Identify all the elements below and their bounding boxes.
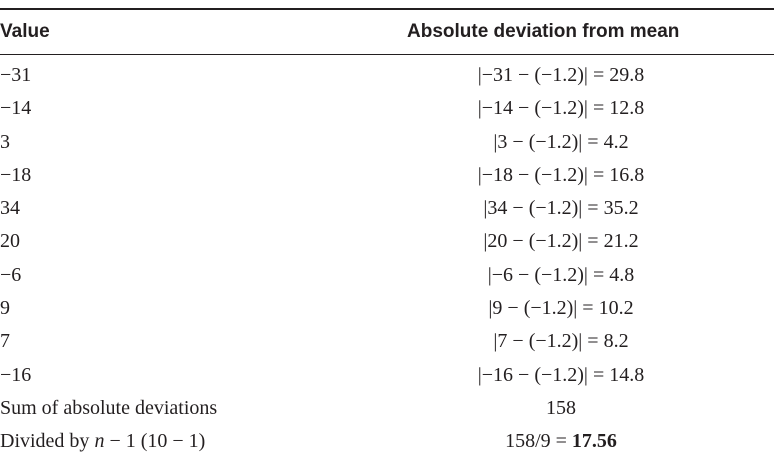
header-value: Value	[0, 21, 50, 42]
cell-deviation: |−14 − (−1.2)| = 12.8	[477, 97, 645, 120]
cell-value: −18	[0, 163, 32, 186]
cell-deviation: |3 − (−1.2)| = 4.2	[493, 130, 629, 153]
table-row: −6 |−6 − (−1.2)| = 4.8	[0, 259, 774, 292]
divided-row: Divided by n − 1 (10 − 1) 158/9 = 17.56	[0, 425, 774, 458]
cell-value: −31	[0, 64, 32, 86]
table-header: Value Absolute deviation from mean	[0, 10, 774, 54]
cell-value: −6	[0, 263, 22, 286]
table-body: −31 |−31 − (−1.2)| = 29.8 −14 |−14 − (−1…	[0, 55, 774, 459]
cell-deviation: |34 − (−1.2)| = 35.2	[483, 197, 639, 220]
cell-deviation: |9 − (−1.2)| = 10.2	[488, 297, 634, 320]
divided-label-suffix: − 1 (10 − 1)	[104, 430, 206, 453]
divided-label: Divided by n − 1 (10 − 1)	[0, 425, 205, 458]
table-row: 9 |9 − (−1.2)| = 10.2	[0, 292, 774, 325]
table-row: 34 |34 − (−1.2)| = 35.2	[0, 192, 774, 225]
table-row: 20 |20 − (−1.2)| = 21.2	[0, 225, 774, 258]
cell-deviation: |20 − (−1.2)| = 21.2	[483, 230, 639, 253]
table-row: 3 |3 − (−1.2)| = 4.2	[0, 126, 774, 159]
header-deviation: Absolute deviation from mean	[407, 21, 680, 42]
sum-row: Sum of absolute deviations 158	[0, 392, 774, 425]
cell-deviation: |−18 − (−1.2)| = 16.8	[477, 163, 645, 186]
divided-label-variable: n	[94, 430, 105, 453]
cell-deviation: |7 − (−1.2)| = 8.2	[493, 330, 629, 353]
header-rule	[0, 54, 774, 55]
divided-label-prefix: Divided by	[0, 430, 95, 453]
cell-value: 3	[0, 130, 10, 153]
cell-deviation: |−16 − (−1.2)| = 14.8	[477, 363, 645, 386]
cell-value: 7	[0, 330, 10, 353]
divided-value: 158/9 = 17.56	[505, 425, 617, 458]
table-row: 7 |7 − (−1.2)| = 8.2	[0, 325, 774, 358]
divided-value-result: 17.56	[571, 430, 617, 453]
sum-value: 158	[546, 396, 576, 419]
table-row: −14 |−14 − (−1.2)| = 12.8	[0, 92, 774, 125]
top-rule	[0, 8, 774, 10]
cell-value: 34	[0, 197, 20, 220]
sum-label: Sum of absolute deviations	[0, 396, 218, 419]
cell-deviation: |−31 − (−1.2)| = 29.8	[477, 64, 645, 86]
cell-value: −16	[0, 363, 32, 386]
cell-deviation: |−6 − (−1.2)| = 4.8	[487, 263, 635, 286]
table-row: −18 |−18 − (−1.2)| = 16.8	[0, 159, 774, 192]
divided-value-prefix: 158/9 =	[505, 430, 572, 453]
cell-value: −14	[0, 97, 32, 120]
cell-value: 20	[0, 230, 20, 253]
table-row: −16 |−16 − (−1.2)| = 14.8	[0, 359, 774, 392]
table-row: −31 |−31 − (−1.2)| = 29.8	[0, 59, 774, 92]
cell-value: 9	[0, 297, 10, 320]
deviation-table: Value Absolute deviation from mean −31 |…	[0, 8, 774, 459]
